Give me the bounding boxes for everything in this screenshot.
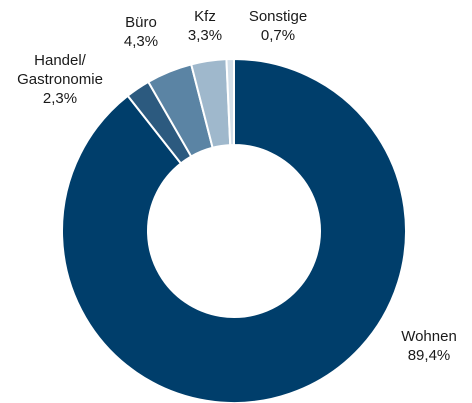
category-label: Sonstige: [248, 8, 308, 25]
donut-slice: [61, 57, 407, 403]
slice-label: Kfz 3,3%: [180, 7, 230, 45]
donut-slice: [225, 57, 235, 147]
value-label: 2,3%: [42, 90, 78, 107]
slice-label: Handel/ Gastronomie 2,3%: [5, 51, 115, 108]
category-label: Wohnen: [401, 328, 457, 345]
value-label: 4,3%: [123, 33, 159, 50]
value-label: 0,7%: [260, 27, 296, 44]
category-label: Kfz: [194, 8, 216, 25]
slice-label: Büro 4,3%: [111, 13, 171, 51]
category-label: Büro: [125, 14, 157, 31]
slice-label: Sonstige 0,7%: [233, 7, 323, 45]
slice-label: Wohnen 89,4%: [384, 327, 472, 365]
value-label: 3,3%: [187, 27, 223, 44]
value-label: 89,4%: [407, 347, 451, 364]
category-label: Handel/ Gastronomie: [17, 52, 103, 88]
